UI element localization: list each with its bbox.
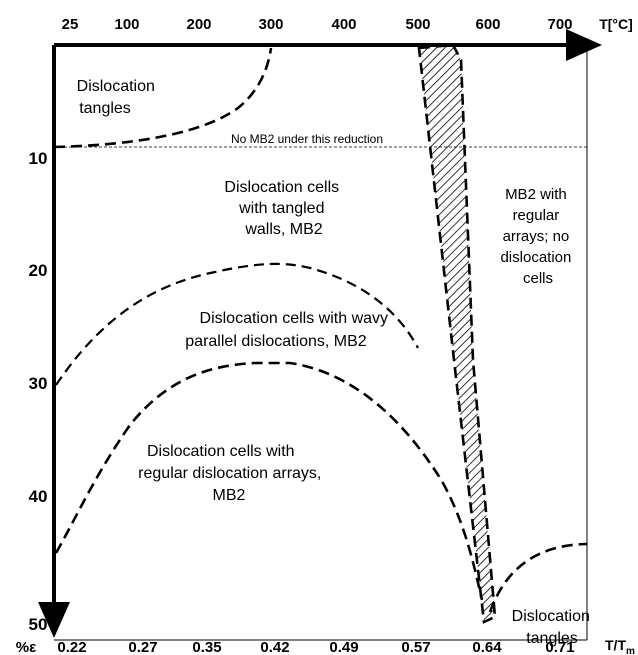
no-mb2-reference-label: No MB2 under this reduction [231,132,383,146]
bottom-tick-035: 0.35 [192,639,221,655]
label-cells-tangled: Dislocation cells with tangled walls, MB… [224,179,343,238]
bottom-right-tangles-curve [488,542,588,613]
left-axis-label: %ε [16,639,36,655]
label-mb2-arrays: MB2 with regular arrays; no dislocation … [500,186,575,287]
top-tick-300: 300 [258,16,283,33]
top-axis-label: T[°C] [599,16,633,32]
left-tick-20: 20 [29,261,48,280]
bottom-tick-071: 0.71 [545,639,574,655]
bottom-axis-label: T/Tm [605,637,635,655]
tangles-boundary-curve [53,47,273,149]
top-tick-100: 100 [114,16,139,33]
bottom-tick-057: 0.57 [401,639,430,655]
top-tick-700: 700 [547,16,572,33]
regular-arrays-boundary-curve [54,361,484,601]
top-tick-500: 500 [405,16,430,33]
label-cells-wavy: Dislocation cells with wavy parallel dis… [185,310,392,350]
label-tangles-top: Dislocation tangles [77,78,160,117]
label-tangles-bottom: Dislocation tangles [512,608,595,647]
bottom-tick-042: 0.42 [260,639,289,655]
top-tick-200: 200 [186,16,211,33]
bottom-tick-049: 0.49 [329,639,358,655]
top-tick-25: 25 [62,16,79,33]
left-tick-10: 10 [29,149,48,168]
left-tick-30: 30 [29,374,48,393]
top-tick-400: 400 [331,16,356,33]
top-tick-600: 600 [475,16,500,33]
bottom-tick-027: 0.27 [128,639,157,655]
transition-band [417,43,497,624]
wavy-boundary-curve [55,262,419,386]
bottom-tick-022: 0.22 [57,639,86,655]
label-cells-regular: Dislocation cells with regular dislocati… [138,443,326,504]
left-tick-40: 40 [29,487,48,506]
bottom-tick-064: 0.64 [472,639,502,655]
left-tick-50: 50 [29,615,48,634]
